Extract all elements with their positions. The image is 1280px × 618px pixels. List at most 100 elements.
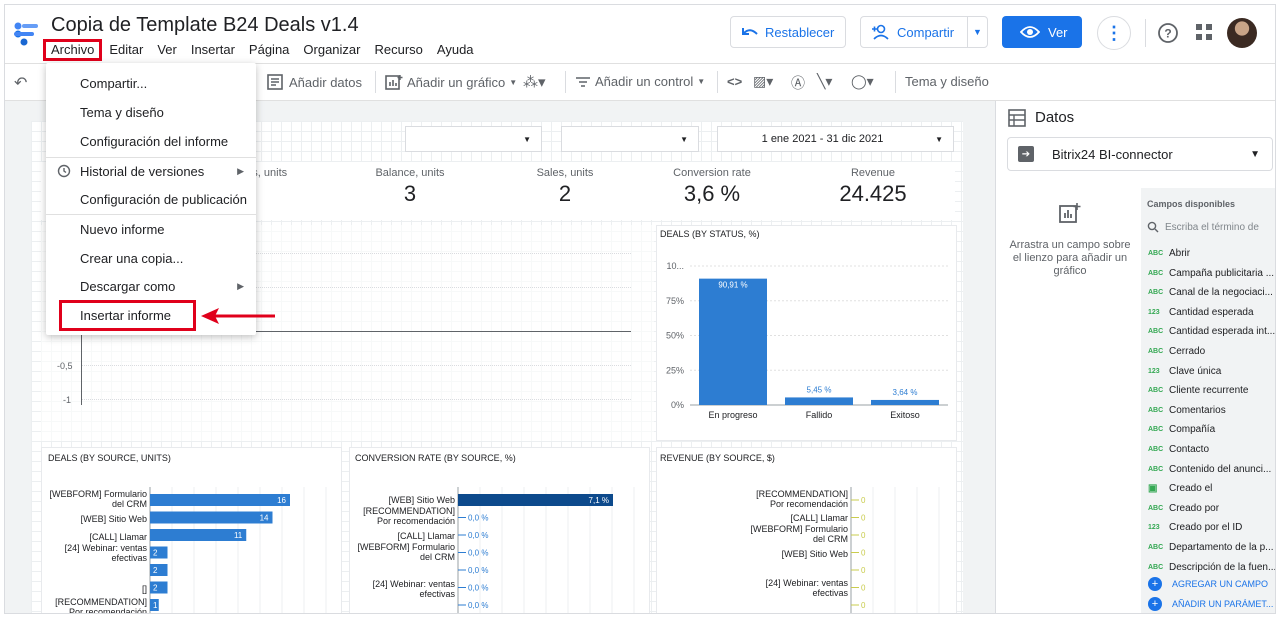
- field-item[interactable]: ABC Canal de la negociaci...: [1148, 287, 1275, 298]
- category-label: [24] Webinar: ventas: [373, 579, 456, 589]
- code-embed-icon[interactable]: <>: [727, 74, 743, 89]
- conversion-card[interactable]: [349, 447, 650, 613]
- image-icon[interactable]: ▨▾: [753, 73, 774, 89]
- filter-control-1[interactable]: ▼: [405, 126, 542, 152]
- field-item[interactable]: ABC Cerrado: [1148, 346, 1275, 357]
- drop-hint: Arrastra un campo sobre el lienzo para a…: [1009, 239, 1131, 277]
- data-label: 0: [861, 584, 866, 593]
- revenue-card[interactable]: [656, 447, 957, 613]
- menu-version-history[interactable]: Historial de versiones ▶: [46, 157, 256, 185]
- view-button[interactable]: Ver: [1002, 16, 1082, 48]
- zero-axis: [81, 331, 631, 332]
- undo-icon[interactable]: ↶: [14, 75, 28, 92]
- field-item[interactable]: ABC Comentarios: [1148, 405, 1275, 416]
- app-window: Copia de Template B24 Deals v1.4 Archivo…: [4, 4, 1276, 614]
- community-components-icon[interactable]: ⁂▾: [523, 74, 546, 91]
- data-label: 90,91 %: [718, 281, 747, 290]
- menu-share[interactable]: Compartir...: [80, 75, 148, 91]
- help-icon[interactable]: ?: [1157, 22, 1179, 44]
- menu-report-settings[interactable]: Configuración del informe: [80, 133, 229, 149]
- category-label: efectivas: [419, 589, 455, 599]
- data-source-selector[interactable]: ➔ Bitrix24 BI-connector ▼: [1007, 137, 1273, 171]
- menu-ayuda[interactable]: Ayuda: [436, 42, 474, 57]
- menu-ver[interactable]: Ver: [157, 42, 177, 57]
- field-item[interactable]: 123 Creado por el ID: [1148, 522, 1275, 534]
- data-label: 0,0 %: [468, 549, 488, 558]
- menu-download[interactable]: Descargar como ▶: [46, 272, 256, 300]
- category-label: [RECOMMENDATION]: [55, 597, 147, 607]
- add-chart-button[interactable]: Añadir un gráfico ▼: [385, 74, 517, 90]
- field-item[interactable]: ▣ Creado el: [1148, 483, 1275, 494]
- data-panel-title: Datos: [1035, 109, 1075, 126]
- chevron-down-icon: ▼: [935, 134, 943, 144]
- data-label: 0,0 %: [468, 514, 488, 523]
- field-item[interactable]: ABC Cliente recurrente: [1148, 385, 1275, 397]
- menu-recurso[interactable]: Recurso: [374, 42, 423, 57]
- line-icon[interactable]: ╲▾: [817, 73, 833, 89]
- field-item[interactable]: ABC Contenido del anunci...: [1148, 464, 1275, 475]
- field-item[interactable]: 123 Clave única: [1148, 366, 1275, 377]
- menu-theme[interactable]: Tema y diseño: [80, 104, 164, 120]
- category-label: del CRM: [112, 499, 147, 509]
- data-source-icon: ➔: [1018, 146, 1034, 162]
- add-data-button[interactable]: Añadir datos: [267, 74, 362, 90]
- more-options-icon[interactable]: ⋮: [1097, 16, 1131, 50]
- field-item[interactable]: ABC Contacto: [1148, 444, 1275, 455]
- theme-button[interactable]: Tema y diseño: [905, 74, 989, 89]
- field-search-input[interactable]: Escriba el término de: [1165, 221, 1259, 233]
- share-button[interactable]: Compartir ▼: [860, 16, 988, 48]
- data-label: 0: [861, 531, 866, 540]
- menu-editar[interactable]: Editar: [109, 42, 144, 57]
- field-name: Creado por el ID: [1169, 522, 1243, 534]
- field-item[interactable]: ABC Abrir: [1148, 248, 1275, 259]
- menu-insertar[interactable]: Insertar: [190, 42, 235, 57]
- table-icon: [1008, 109, 1026, 127]
- menu-archivo[interactable]: Archivo: [43, 39, 103, 61]
- add-parameter-button[interactable]: + AÑADIR UN PARÁMET...: [1148, 597, 1273, 611]
- add-circle-icon: +: [1148, 597, 1162, 611]
- menu-pagina[interactable]: Página: [248, 42, 290, 57]
- toolbar-divider: [717, 71, 718, 93]
- number-type-icon: 123: [1148, 367, 1160, 375]
- menu-embed-report[interactable]: Insertar informe: [80, 307, 172, 323]
- category-label: [WEB] Sitio Web: [389, 495, 455, 505]
- report-title[interactable]: Copia de Template B24 Deals v1.4: [51, 14, 359, 36]
- field-item[interactable]: ABC Creado por: [1148, 503, 1275, 514]
- field-item[interactable]: ABC Campaña publicitaria ...: [1148, 268, 1275, 279]
- filter-control-2[interactable]: ▼: [561, 126, 699, 152]
- field-item[interactable]: 123 Cantidad esperada: [1148, 307, 1275, 318]
- category-label: Por recomendación: [770, 499, 848, 509]
- field-name: Cliente recurrente: [1169, 385, 1249, 397]
- menu-make-copy[interactable]: Crear una copia...: [80, 250, 184, 266]
- field-item[interactable]: ABC Compañía: [1148, 424, 1275, 435]
- share-dropdown-icon[interactable]: ▼: [967, 17, 987, 47]
- add-field-button[interactable]: + AGREGAR UN CAMPO: [1148, 577, 1268, 591]
- field-search[interactable]: Escriba el término de: [1147, 217, 1275, 237]
- chevron-down-icon: ▼: [1250, 149, 1260, 160]
- menu-new-report[interactable]: Nuevo informe: [80, 221, 165, 237]
- submenu-arrow-icon: ▶: [237, 280, 244, 291]
- kpi-conversion-rate: Conversion rate 3,6 %: [652, 167, 772, 207]
- field-name: Contacto: [1169, 444, 1210, 455]
- field-item[interactable]: ABC Departamento de la p...: [1148, 542, 1275, 553]
- avatar[interactable]: [1227, 18, 1257, 48]
- date-range-control[interactable]: 1 ene 2021 - 31 dic 2021 ▼: [717, 126, 954, 152]
- menu-download-label: Descargar como: [80, 278, 176, 294]
- menu-publish-settings[interactable]: Configuración de publicación: [80, 191, 247, 207]
- reset-button[interactable]: Restablecer: [730, 16, 846, 48]
- menu-organizar[interactable]: Organizar: [303, 42, 361, 57]
- y-tick-label: -0,5: [57, 361, 73, 371]
- field-item[interactable]: ABC Cantidad esperada int...: [1148, 326, 1275, 337]
- text-box-icon[interactable]: Ⓐ: [791, 75, 805, 91]
- bar: [150, 511, 273, 524]
- category-label: [24] Webinar: ventas: [766, 578, 849, 588]
- apps-grid-icon[interactable]: [1195, 23, 1213, 41]
- y-tick-label: 25%: [666, 365, 684, 375]
- field-item[interactable]: ABC Descripción de la fuen...: [1148, 562, 1275, 573]
- category-label: [RECOMMENDATION]: [363, 506, 455, 516]
- data-label: 0,0 %: [468, 584, 488, 593]
- add-control-button[interactable]: Añadir un control ▼: [575, 74, 705, 89]
- add-chart-label: Añadir un gráfico: [407, 74, 506, 90]
- shape-icon[interactable]: ◯▾: [851, 73, 874, 89]
- fields-title: Campos disponibles: [1147, 199, 1236, 209]
